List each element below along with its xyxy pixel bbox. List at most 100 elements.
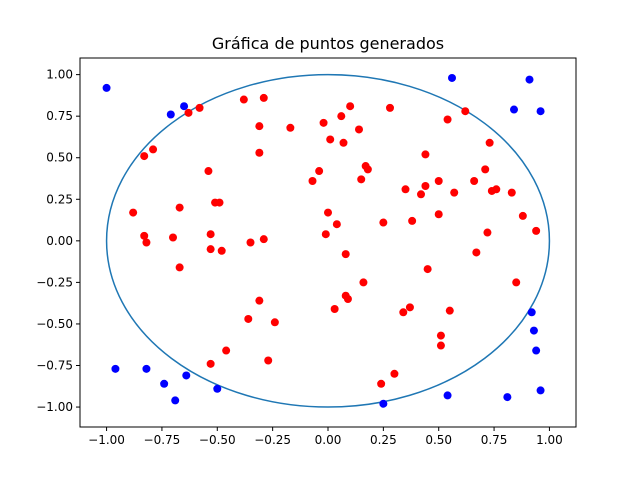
data-point — [483, 228, 492, 237]
data-point — [532, 226, 541, 235]
data-point — [448, 73, 456, 82]
x-tick-label: 0.75 — [481, 433, 508, 447]
y-tick-label: 1.00 — [46, 68, 73, 82]
data-point — [379, 218, 388, 227]
data-point — [434, 210, 443, 219]
data-point — [142, 364, 151, 373]
data-point — [102, 83, 111, 92]
data-point — [518, 211, 527, 220]
data-point — [175, 263, 184, 272]
chart-title: Gráfica de puntos generados — [212, 34, 444, 53]
data-point — [319, 118, 328, 127]
data-point — [206, 359, 215, 368]
data-point — [377, 379, 386, 388]
data-point — [239, 95, 248, 104]
data-point — [244, 314, 253, 323]
data-point — [140, 152, 149, 161]
data-point — [503, 393, 512, 402]
data-point — [408, 216, 417, 225]
data-point — [206, 245, 215, 254]
data-point — [169, 233, 177, 242]
x-tick-label: 0.00 — [315, 433, 342, 447]
y-tick-label: 0.75 — [46, 109, 73, 123]
data-point — [390, 369, 399, 378]
data-point — [213, 384, 222, 393]
data-point — [436, 331, 445, 340]
x-tick-label: −0.50 — [199, 433, 236, 447]
data-point — [315, 167, 324, 176]
data-point — [481, 165, 490, 174]
data-point — [129, 208, 138, 217]
data-point — [485, 138, 494, 147]
data-point — [405, 303, 414, 312]
data-point — [264, 356, 273, 365]
data-point — [259, 93, 268, 102]
data-point — [386, 103, 394, 112]
x-tick-label: 0.50 — [425, 433, 452, 447]
data-point — [492, 185, 501, 194]
data-point — [443, 391, 452, 400]
data-point — [171, 396, 180, 405]
data-point — [166, 110, 175, 119]
y-tick-label: −0.75 — [36, 359, 73, 373]
y-tick-label: 0.25 — [46, 192, 73, 206]
data-point — [434, 177, 443, 185]
data-point — [529, 326, 538, 335]
data-point — [326, 135, 335, 144]
x-tick-label: 1.00 — [536, 433, 563, 447]
data-point — [401, 185, 410, 194]
data-point — [332, 220, 341, 229]
data-point — [308, 177, 317, 185]
x-tick-label: 0.25 — [370, 433, 397, 447]
data-point — [255, 148, 264, 157]
data-point — [222, 346, 231, 355]
data-point — [510, 105, 518, 114]
data-point — [140, 231, 149, 240]
data-point — [507, 188, 516, 197]
data-point — [259, 235, 268, 244]
data-point — [337, 112, 346, 121]
y-tick-label: −0.25 — [36, 275, 73, 289]
y-tick-label: −1.00 — [36, 400, 73, 414]
data-point — [343, 295, 352, 304]
data-point — [160, 379, 169, 388]
y-tick-label: 0.50 — [46, 151, 73, 165]
data-point — [330, 304, 339, 313]
data-point — [512, 278, 521, 287]
data-point — [149, 145, 158, 154]
data-point — [182, 371, 191, 380]
data-point — [443, 115, 452, 124]
data-point — [142, 238, 151, 247]
data-point — [324, 208, 332, 217]
data-point — [359, 278, 368, 287]
x-tick-label: −0.25 — [254, 433, 291, 447]
data-point — [217, 246, 226, 255]
data-point — [246, 238, 255, 247]
data-point — [180, 102, 189, 111]
data-point — [206, 230, 215, 239]
data-point — [286, 123, 295, 132]
data-point — [341, 250, 350, 259]
axis-ticks: −1.00 −0.75 −0.50 −0.25 0.00 0.25 0.50 0.75 1.00… — [36, 68, 563, 447]
data-point — [355, 125, 363, 134]
data-point — [357, 175, 366, 184]
plot-area — [102, 73, 551, 408]
data-point — [321, 230, 330, 239]
data-point — [532, 346, 541, 355]
data-point — [445, 306, 454, 315]
data-point — [417, 190, 425, 199]
data-point — [184, 108, 193, 117]
data-point — [204, 167, 213, 176]
data-point — [525, 75, 534, 84]
data-point — [421, 150, 430, 159]
data-point — [421, 181, 430, 190]
data-point — [111, 364, 120, 373]
data-point — [346, 102, 355, 111]
unit-circle — [105, 73, 551, 408]
data-point — [195, 103, 204, 112]
data-point — [379, 399, 388, 408]
y-tick-label: 0.00 — [46, 234, 73, 248]
data-point — [470, 177, 479, 185]
